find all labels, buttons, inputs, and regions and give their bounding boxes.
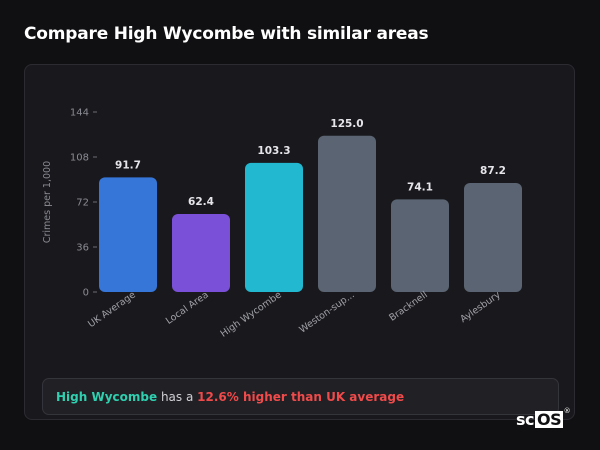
bar-local-area[interactable] [172, 214, 230, 292]
y-tick-label: 0 [83, 288, 89, 299]
page-title: Compare High Wycombe with similar areas [24, 24, 429, 44]
y-tick-label: 108 [70, 153, 89, 164]
value-label: 74.1 [407, 181, 433, 193]
chart-card: 0 36 72 108 144 Crimes per 1,000 91.7 62.4 103… [24, 64, 575, 420]
x-tick-label: Aylesbury [458, 289, 503, 325]
summary-difference: 12.6% higher than UK average [197, 390, 405, 404]
bar-aylesbury[interactable] [464, 183, 522, 292]
x-tick-label: UK Average [86, 289, 138, 330]
value-label: 103.3 [257, 145, 290, 157]
value-label: 125.0 [330, 118, 363, 130]
brand-prefix: sc [516, 410, 535, 429]
value-label: 87.2 [480, 165, 506, 177]
y-axis-label: Crimes per 1,000 [42, 161, 53, 243]
x-axis-labels: UK Average Local Area High Wycombe Weston-s… [86, 289, 503, 339]
x-tick-label: Local Area [164, 289, 211, 326]
value-label: 62.4 [188, 196, 214, 208]
y-tick-label: 36 [76, 243, 89, 254]
brand-logo: sc OS ® [516, 407, 571, 429]
comparison-summary: High Wycombe has a 12.6% higher than UK … [42, 378, 559, 415]
bar-chart: 0 36 72 108 144 Crimes per 1,000 91.7 62.4 103… [42, 108, 522, 340]
brand-boxed: OS [535, 410, 564, 429]
y-tick-label: 144 [70, 108, 89, 119]
bar-bracknell[interactable] [391, 199, 449, 292]
bar-uk-average[interactable] [99, 177, 157, 292]
summary-area-name: High Wycombe [56, 390, 158, 404]
value-label: 91.7 [115, 159, 141, 171]
bar-high-wycombe[interactable] [245, 162, 303, 292]
x-tick-label: High Wycombe [219, 289, 284, 339]
x-tick-label: Bracknell [387, 289, 429, 323]
value-labels: 91.7 62.4 103.3 125.0 74.1 87.2 [115, 118, 506, 208]
bars [99, 135, 522, 292]
y-axis: 0 36 72 108 144 [70, 108, 97, 299]
registered-mark: ® [563, 407, 571, 415]
summary-connector: has a [157, 390, 198, 404]
x-tick-label: Weston-sup... [297, 289, 356, 335]
y-tick-label: 72 [76, 198, 89, 209]
bar-weston-sup[interactable] [318, 135, 376, 292]
